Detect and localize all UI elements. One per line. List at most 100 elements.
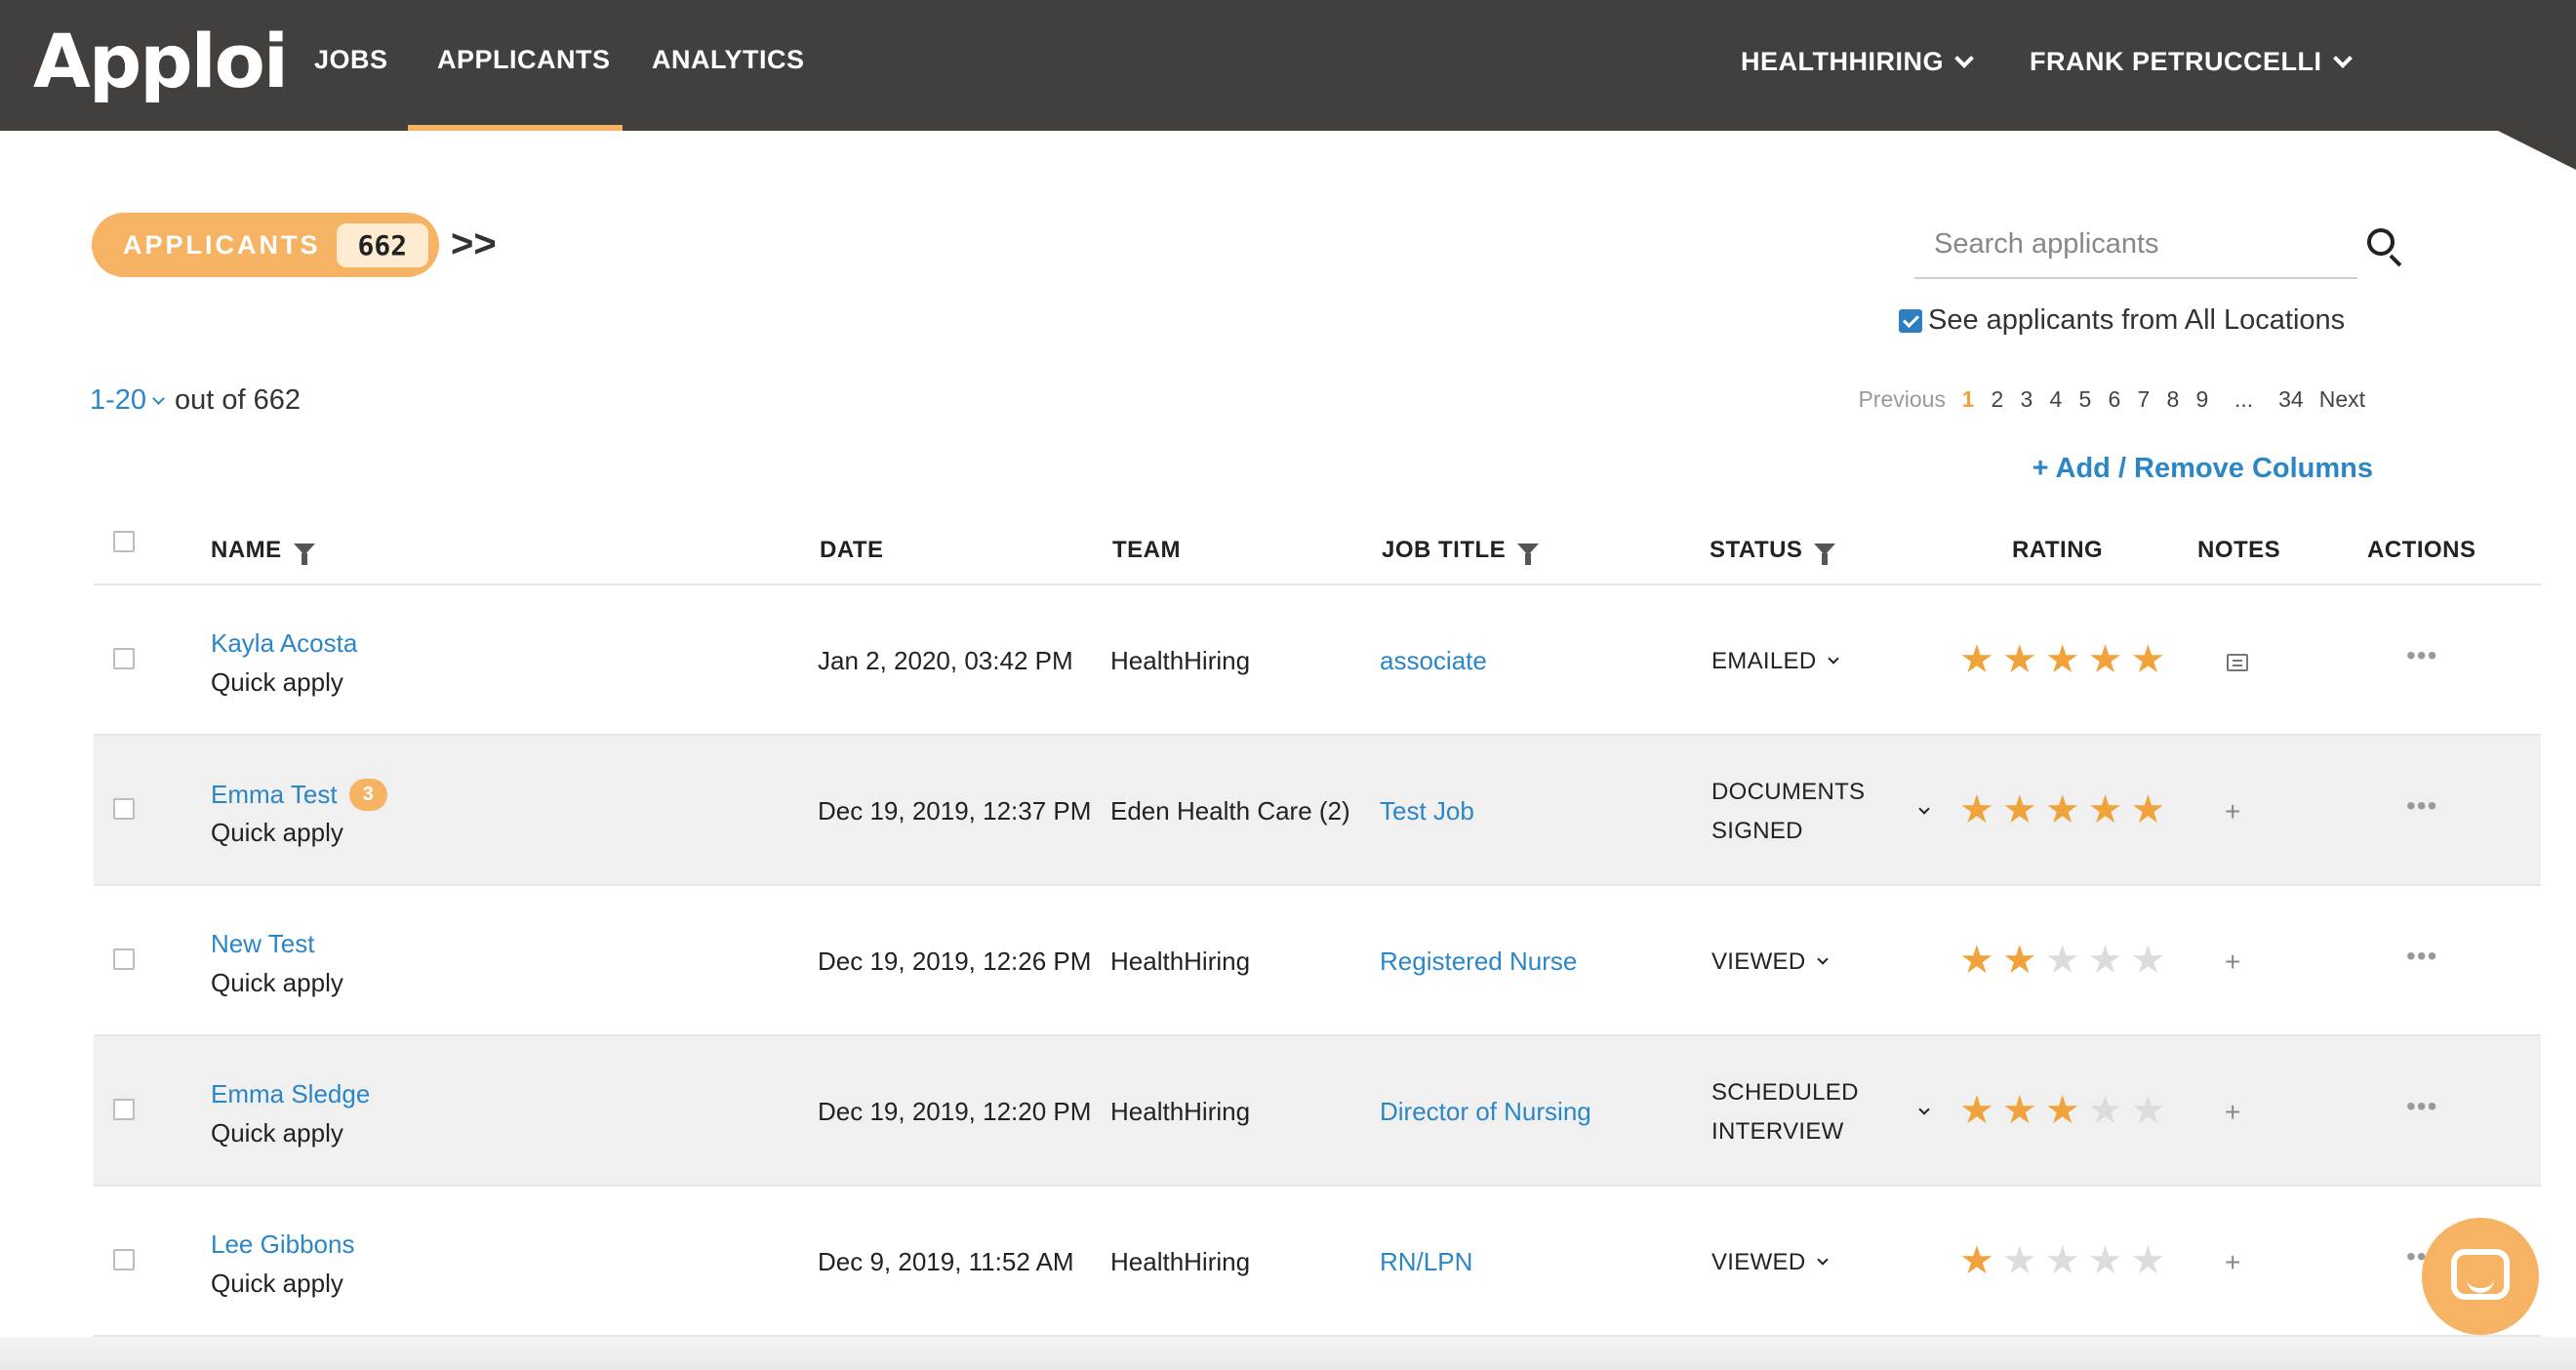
status-dropdown[interactable]: EMAILED [1711, 642, 1840, 681]
applicant-name-link[interactable]: Kayla Acosta [211, 628, 358, 658]
star-icon[interactable]: ★ [1959, 1239, 1994, 1282]
job-title-link[interactable]: Director of Nursing [1380, 1097, 1591, 1126]
star-icon[interactable]: ★ [2130, 788, 2166, 831]
filter-icon[interactable] [1517, 544, 1540, 565]
rating-stars[interactable]: ★ ★ ★ ★ ★ [1959, 941, 2165, 980]
page-1[interactable]: 1 [1961, 386, 1975, 412]
status-dropdown[interactable]: VIEWED [1711, 943, 1830, 982]
star-icon[interactable]: ★ [2130, 638, 2166, 681]
range-select[interactable]: 1-20 [90, 384, 175, 417]
double-chevron-right-icon[interactable]: >> [451, 222, 497, 265]
star-icon[interactable]: ★ [2044, 1089, 2080, 1132]
column-rating[interactable]: RATING [2012, 537, 2104, 563]
star-icon[interactable]: ★ [2001, 1089, 2037, 1132]
note-icon[interactable] [2227, 654, 2248, 671]
search-input[interactable] [1914, 215, 2357, 273]
star-icon[interactable]: ★ [1959, 788, 1994, 831]
star-icon[interactable]: ★ [2001, 638, 2037, 681]
job-title-link[interactable]: Registered Nurse [1380, 947, 1578, 976]
applicant-name-link[interactable]: Lee Gibbons [211, 1229, 355, 1259]
star-icon[interactable]: ★ [2044, 638, 2080, 681]
status-dropdown[interactable]: VIEWED [1711, 1243, 1830, 1282]
search-icon[interactable] [2365, 226, 2404, 269]
page-34[interactable]: 34 [2278, 386, 2304, 412]
table-row[interactable]: Kayla Acosta Quick apply Jan 2, 2020, 03… [94, 585, 2541, 736]
page-6[interactable]: 6 [2108, 386, 2121, 412]
rating-stars[interactable]: ★ ★ ★ ★ ★ [1959, 1091, 2165, 1130]
table-row[interactable]: Emma Test 3 Quick apply Dec 19, 2019, 12… [94, 736, 2541, 886]
star-icon[interactable]: ★ [2001, 939, 2037, 982]
column-name[interactable]: NAME [211, 537, 315, 565]
row-checkbox[interactable] [113, 798, 135, 820]
rating-stars[interactable]: ★ ★ ★ ★ ★ [1959, 790, 2165, 829]
select-all-checkbox[interactable] [113, 531, 135, 552]
ellipsis-icon[interactable]: ••• [2406, 1091, 2438, 1121]
column-status[interactable]: STATUS [1710, 537, 1836, 565]
table-row[interactable]: Emma Sledge Quick apply Dec 19, 2019, 12… [94, 1036, 2541, 1187]
filter-icon[interactable] [1814, 544, 1836, 565]
column-team[interactable]: TEAM [1112, 537, 1181, 563]
plus-icon[interactable]: + [2225, 796, 2241, 826]
row-checkbox[interactable] [113, 648, 135, 669]
page-5[interactable]: 5 [2078, 386, 2092, 412]
ellipsis-icon[interactable]: ••• [2406, 640, 2438, 670]
status-dropdown[interactable]: DOCUMENTS SIGNED [1711, 773, 1930, 851]
star-icon[interactable]: ★ [2001, 788, 2037, 831]
star-icon[interactable]: ★ [2087, 939, 2123, 982]
job-title-link[interactable]: associate [1380, 646, 1487, 675]
table-row[interactable]: New Test Quick apply Dec 19, 2019, 12:26… [94, 886, 2541, 1036]
status-dropdown[interactable]: SCHEDULED INTERVIEW [1711, 1073, 1930, 1151]
rating-stars[interactable]: ★ ★ ★ ★ ★ [1959, 640, 2165, 679]
plus-icon[interactable]: + [2225, 947, 2241, 977]
page-8[interactable]: 8 [2166, 386, 2180, 412]
applicant-name-link[interactable]: Emma Sledge [211, 1079, 371, 1108]
add-remove-columns-link[interactable]: + Add / Remove Columns [2032, 453, 2373, 484]
plus-icon[interactable]: + [2225, 1097, 2241, 1127]
chat-launcher[interactable] [2422, 1218, 2539, 1335]
nav-analytics[interactable]: ANALYTICS [652, 45, 805, 74]
pagination-next[interactable]: Next [2318, 386, 2365, 412]
plus-icon[interactable]: + [2225, 1247, 2241, 1277]
job-title-link[interactable]: RN/LPN [1380, 1247, 1473, 1276]
star-icon[interactable]: ★ [2130, 1239, 2166, 1282]
star-icon[interactable]: ★ [2130, 939, 2166, 982]
job-title-link[interactable]: Test Job [1380, 796, 1474, 826]
org-switcher[interactable]: HEALTHHIRING [1741, 47, 1974, 77]
page-3[interactable]: 3 [2020, 386, 2033, 412]
page-4[interactable]: 4 [2049, 386, 2063, 412]
page-9[interactable]: 9 [2195, 386, 2209, 412]
star-icon[interactable]: ★ [2044, 939, 2080, 982]
star-icon[interactable]: ★ [2044, 788, 2080, 831]
row-checkbox[interactable] [113, 1099, 135, 1120]
all-locations-toggle[interactable]: See applicants from All Locations [1899, 304, 2345, 337]
star-icon[interactable]: ★ [2087, 1239, 2123, 1282]
star-icon[interactable]: ★ [2001, 1239, 2037, 1282]
star-icon[interactable]: ★ [2087, 788, 2123, 831]
applicant-name-link[interactable]: Emma Test [211, 780, 338, 809]
star-icon[interactable]: ★ [1959, 939, 1994, 982]
apploi-logo[interactable]: Apploi [33, 18, 289, 104]
nav-jobs[interactable]: JOBS [314, 45, 388, 74]
row-checkbox[interactable] [113, 948, 135, 970]
table-row[interactable]: Lee Gibbons Quick apply Dec 9, 2019, 11:… [94, 1187, 2541, 1337]
all-locations-checkbox[interactable] [1899, 308, 1922, 333]
star-icon[interactable]: ★ [1959, 1089, 1994, 1132]
rating-stars[interactable]: ★ ★ ★ ★ ★ [1959, 1241, 2165, 1280]
ellipsis-icon[interactable]: ••• [2406, 941, 2438, 971]
star-icon[interactable]: ★ [2087, 638, 2123, 681]
page-2[interactable]: 2 [1991, 386, 2004, 412]
column-job-title[interactable]: JOB TITLE [1382, 537, 1540, 565]
user-menu[interactable]: FRANK PETRUCCELLI [2030, 47, 2353, 77]
page-7[interactable]: 7 [2137, 386, 2151, 412]
pagination-previous[interactable]: Previous [1858, 386, 1946, 412]
row-checkbox[interactable] [113, 1249, 135, 1270]
star-icon[interactable]: ★ [2044, 1239, 2080, 1282]
filter-icon[interactable] [293, 544, 315, 565]
star-icon[interactable]: ★ [1959, 638, 1994, 681]
ellipsis-icon[interactable]: ••• [2406, 790, 2438, 821]
column-date[interactable]: DATE [820, 537, 884, 563]
star-icon[interactable]: ★ [2130, 1089, 2166, 1132]
applicant-name-link[interactable]: New Test [211, 929, 315, 958]
star-icon[interactable]: ★ [2087, 1089, 2123, 1132]
nav-applicants[interactable]: APPLICANTS [437, 45, 611, 74]
